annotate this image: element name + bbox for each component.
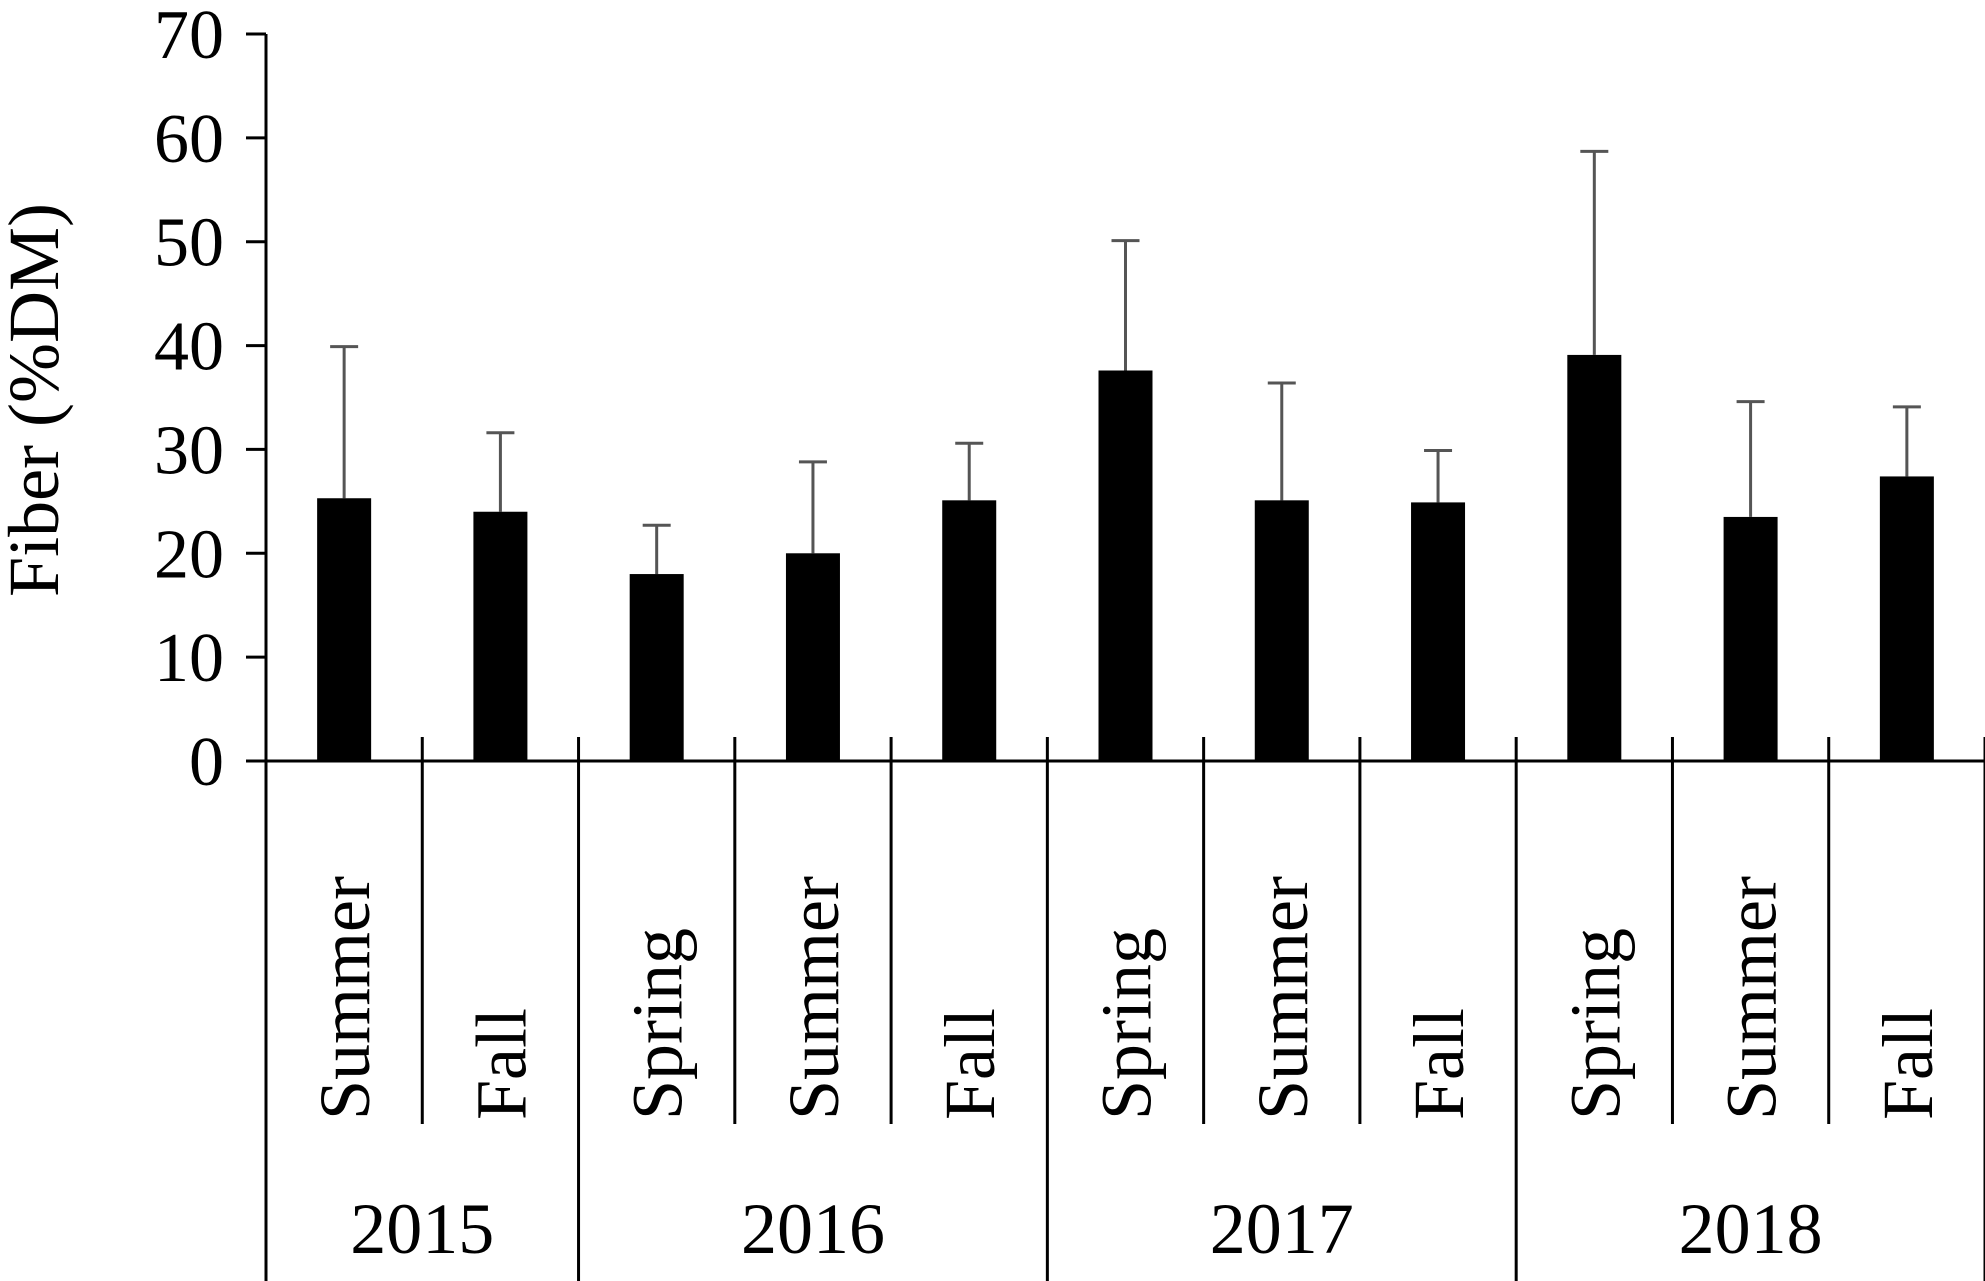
- x-category-label: Summer: [1243, 876, 1323, 1120]
- x-category-label: Summer: [774, 876, 854, 1120]
- year-group-label: 2017: [1210, 1189, 1354, 1269]
- bar: [1723, 516, 1778, 761]
- x-category-label: Summer: [305, 876, 385, 1120]
- bar: [1411, 502, 1466, 761]
- bar: [473, 511, 528, 761]
- y-ticks: 0 10 20 30 40 50 60 70: [154, 0, 266, 801]
- x-category-label: Spring: [1087, 928, 1167, 1120]
- bar: [1254, 500, 1309, 761]
- x-category-labels: Summer Fall Spring Summer Fall Spring Summer Fa…: [305, 876, 1948, 1120]
- bar: [1098, 370, 1153, 761]
- y-tick-label: 30: [154, 412, 224, 489]
- y-axis-title: Fiber (%DM): [0, 203, 74, 597]
- bar: [1567, 354, 1622, 761]
- x-category-label: Fall: [1868, 1008, 1948, 1120]
- year-group-label: 2018: [1679, 1189, 1823, 1269]
- bar: [785, 553, 840, 761]
- error-bars: [330, 149, 1921, 575]
- y-tick-label: 70: [154, 0, 224, 74]
- bar: [1879, 476, 1934, 761]
- category-dividers: [420, 737, 1985, 1281]
- x-category-label: Fall: [930, 1008, 1010, 1120]
- bar: [317, 498, 372, 761]
- y-tick-label: 0: [189, 724, 224, 801]
- y-tick-label: 60: [154, 101, 224, 178]
- bar: [629, 574, 684, 761]
- x-category-label: Spring: [618, 928, 698, 1120]
- year-group-labels: 2015 2016 2017 2018: [350, 1189, 1822, 1269]
- x-category-label: Fall: [461, 1008, 541, 1120]
- y-tick-label: 40: [154, 309, 224, 386]
- year-group-label: 2016: [741, 1189, 885, 1269]
- x-category-label: Spring: [1555, 928, 1635, 1120]
- y-tick-label: 10: [154, 620, 224, 697]
- x-category-label: Summer: [1712, 876, 1792, 1120]
- bar: [942, 500, 997, 761]
- y-tick-label: 20: [154, 516, 224, 593]
- bars: [317, 354, 1934, 761]
- y-tick-label: 50: [154, 205, 224, 282]
- year-group-label: 2015: [350, 1189, 494, 1269]
- x-category-label: Fall: [1399, 1008, 1479, 1120]
